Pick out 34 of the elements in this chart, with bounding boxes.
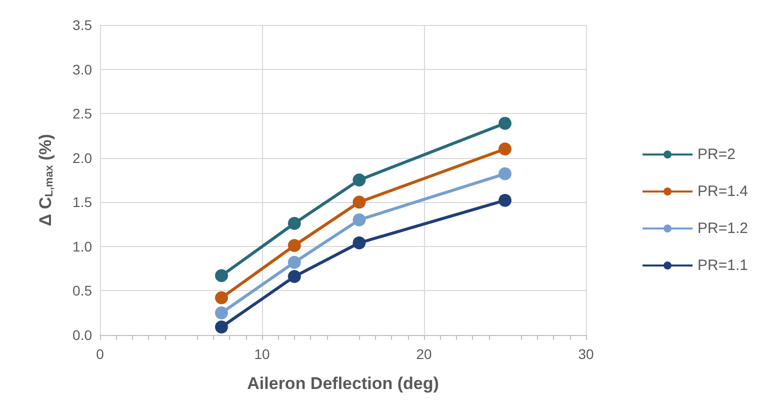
point [215,306,228,320]
point [215,269,228,282]
legend-label: PR=1.2 [698,220,748,237]
x-tick-label: 10 [254,346,270,362]
legend-label: PR=1.1 [698,257,748,274]
y-tick-label: 0.0 [72,327,92,343]
y-tick-label: 2.5 [72,106,92,122]
x-tick-label: 0 [96,346,104,362]
legend-label: PR=1.4 [698,183,748,200]
legend-label: PR=2 [698,146,736,163]
x-axis-title: Aileron Deflection (deg) [247,374,439,393]
y-tick-label: 1.0 [72,238,92,254]
point [352,213,366,226]
x-tick-label: 20 [416,346,432,362]
y-tick-label: 3.5 [72,17,92,33]
point [352,174,366,186]
y-tick-label: 2.0 [72,150,92,166]
point [288,270,301,284]
y-tick-label: 1.5 [72,194,92,210]
point [288,239,301,252]
y-axis-title: Δ CL,max (%) [36,134,56,226]
point [498,194,512,207]
point [498,167,512,180]
y-tick-label: 3.0 [72,61,92,78]
y-tick-label: 0.5 [72,282,92,299]
point [498,116,512,130]
x-tick-label: 30 [578,346,594,362]
point [352,236,366,250]
point [288,256,301,269]
point [288,216,301,230]
point [215,320,228,334]
point [498,142,512,156]
point [352,196,366,209]
point [215,291,228,304]
